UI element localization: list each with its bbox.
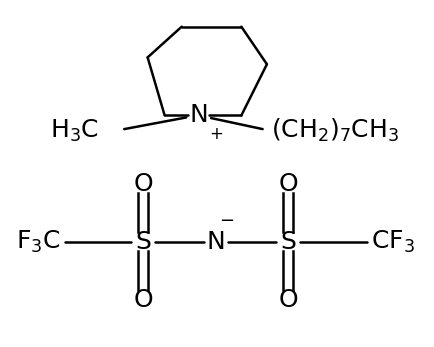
Text: H$_3$C: H$_3$C (49, 118, 99, 144)
Text: S: S (279, 230, 296, 254)
Text: +: + (208, 125, 222, 143)
Text: N: N (189, 103, 207, 127)
Text: −: − (218, 212, 233, 230)
Text: (CH$_2$)$_7$CH$_3$: (CH$_2$)$_7$CH$_3$ (270, 117, 398, 144)
Text: CF$_3$: CF$_3$ (371, 229, 414, 255)
Text: N: N (206, 230, 225, 254)
Text: F$_3$C: F$_3$C (16, 229, 60, 255)
Text: O: O (133, 288, 153, 312)
Text: O: O (133, 172, 153, 196)
Text: O: O (278, 172, 297, 196)
Text: S: S (135, 230, 151, 254)
Text: O: O (278, 288, 297, 312)
